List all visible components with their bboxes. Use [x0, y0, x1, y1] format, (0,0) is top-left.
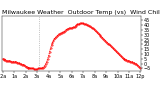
Text: Milwaukee Weather  Outdoor Temp (vs)  Wind Chill per Minute (Last 24 Hours): Milwaukee Weather Outdoor Temp (vs) Wind… — [2, 10, 160, 15]
